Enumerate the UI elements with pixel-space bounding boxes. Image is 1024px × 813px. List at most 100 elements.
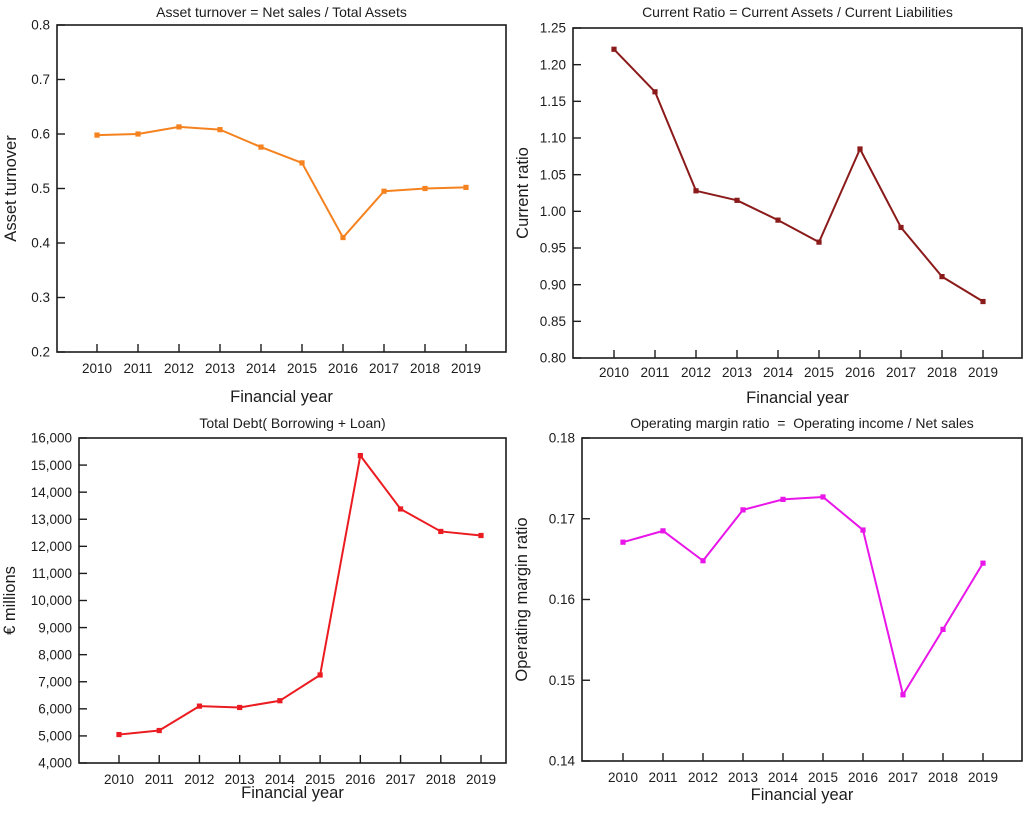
data-point-marker [299,160,305,166]
x-tick-label: 2016 [328,361,358,376]
y-tick-label: 16,000 [31,431,72,446]
x-tick-label: 2012 [184,772,214,787]
data-point-marker [277,698,283,704]
y-axis-title: Current ratio [514,147,532,239]
x-tick-label: 2010 [608,770,638,785]
x-tick-label: 2014 [763,365,794,380]
data-point-marker [317,672,323,678]
current-ratio-line-chart: 0.80 0.85 0.90 0.95 1.00 1.05 1.10 1.15 1.20 1.25… [514,4,1023,406]
x-axis-title: Financial year [230,388,333,406]
x-tick-label: 2011 [145,772,174,787]
data-point-marker [94,132,100,138]
x-tick-label: 2019 [968,770,998,785]
x-tick-label: 2011 [123,361,152,376]
data-point-marker [620,539,626,545]
x-tick-label: 2017 [369,361,399,376]
data-point-marker [196,703,203,709]
data-point-marker [478,532,484,539]
y-tick-label: 6,000 [38,702,72,717]
data-point-marker [217,127,223,133]
data-point-marker [397,506,404,512]
x-tick-label: 2015 [287,361,317,376]
data-point-marker [258,144,264,150]
x-tick-label: 2011 [648,770,677,785]
y-tick-label: 12,000 [31,539,72,554]
y-tick-label: 0.18 [549,431,575,446]
data-point-marker [939,274,945,280]
data-point-marker [340,234,346,241]
y-tick-label: 0.4 [31,236,50,251]
x-tick-label: 2012 [681,365,711,380]
data-point-marker [980,298,986,305]
x-tick-label: 2013 [728,770,758,785]
data-point-marker [156,727,162,734]
x-tick-label: 2017 [886,365,916,380]
chart-title: Operating margin ratio = Operating incom… [630,415,974,431]
data-point-marker [860,527,866,533]
y-tick-label: 0.14 [549,754,576,769]
y-tick-label: 1.05 [540,167,566,182]
data-point-marker [381,188,387,194]
y-tick-label: 13,000 [31,512,72,527]
y-tick-label: 8,000 [38,647,72,662]
data-point-marker [652,89,658,95]
y-tick-label: 0.80 [540,351,566,366]
data-point-marker [463,184,469,191]
x-tick-label: 2017 [888,770,918,785]
data-point-marker [740,507,746,513]
y-axis-ticks: 4,000 5,000 6,000 7,000 8,000 9,000 10,000 11,0… [31,431,87,771]
y-tick-label: 1.20 [540,57,566,72]
x-tick-label: 2012 [164,361,194,376]
data-points [94,124,469,241]
data-points [116,453,484,738]
x-tick-label: 2019 [968,365,998,380]
y-tick-label: 1.00 [540,204,566,219]
x-tick-label: 2011 [640,365,669,380]
data-point-marker [116,731,122,738]
x-axis-ticks: 2010 2011 2012 2013 2014 2015 2016 2017 2018 2019 [104,755,496,787]
x-tick-label: 2010 [599,365,629,380]
y-tick-label: 0.8 [31,18,50,33]
y-tick-label: 1.25 [540,21,566,36]
x-tick-label: 2015 [808,770,838,785]
data-point-marker [980,560,986,566]
data-point-marker [857,146,863,152]
plot-border [581,437,1023,762]
chart-cell-asset-turnover: 0.2 0.3 0.4 0.5 0.6 0.7 0.8 2010 2011 2012 2013 201… [0,0,512,406]
x-axis-ticks: 2010 2011 2012 2013 2014 2015 2016 2017 2018 2019 [82,344,481,376]
plot-border [572,27,1023,359]
y-tick-label: 1.10 [540,131,566,146]
x-tick-label: 2018 [927,365,957,380]
x-tick-label: 2012 [688,770,718,785]
y-tick-label: 0.15 [549,673,575,688]
x-tick-label: 2010 [82,361,112,376]
data-point-marker [900,692,906,698]
x-tick-label: 2013 [205,361,235,376]
data-point-marker [940,626,946,632]
operating-margin-line-chart: 0.14 0.15 0.16 0.17 0.18 2010 2011 2012 2013 2014… [513,415,1023,804]
y-tick-label: 0.17 [549,511,575,526]
data-point-marker [700,558,706,564]
y-tick-label: 0.85 [540,314,566,329]
x-tick-label: 2016 [845,365,875,380]
x-tick-label: 2014 [265,772,296,787]
x-tick-label: 2014 [246,361,277,376]
x-tick-label: 2016 [848,770,878,785]
chart-title: Asset turnover = Net sales / Total Asset… [156,4,407,20]
chart-cell-operating-margin: 0.14 0.15 0.16 0.17 0.18 2010 2011 2012 2013 2014… [512,406,1024,813]
x-tick-label: 2019 [466,772,496,787]
x-axis-title: Financial year [751,786,854,804]
y-tick-label: 1.15 [540,94,566,109]
total-debt-line-chart: 4,000 5,000 6,000 7,000 8,000 9,000 10,000 11,0… [1,415,507,802]
x-tick-label: 2015 [305,772,335,787]
chart-cell-total-debt: 4,000 5,000 6,000 7,000 8,000 9,000 10,000 11,0… [0,406,512,813]
data-point-marker [237,704,243,711]
x-tick-label: 2016 [345,772,375,787]
data-point-marker [176,124,182,130]
y-tick-label: 14,000 [31,485,72,500]
x-axis-ticks: 2010 2011 2012 2013 2014 2015 2016 2017 2018 2019 [599,350,998,380]
data-point-marker [693,188,699,194]
y-tick-label: 5,000 [38,729,72,744]
